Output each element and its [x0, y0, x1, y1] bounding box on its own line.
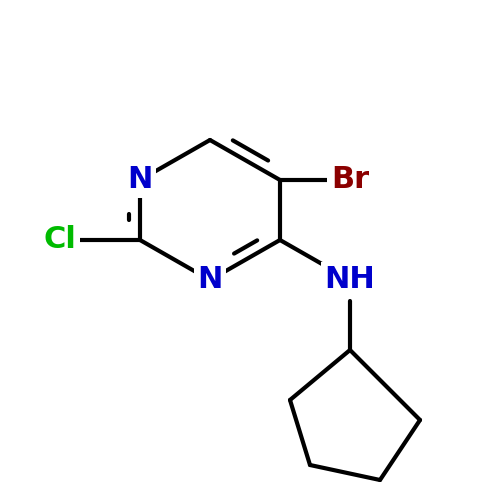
Text: NH: NH: [324, 266, 376, 294]
Text: N: N: [198, 266, 222, 294]
Text: Cl: Cl: [44, 226, 76, 254]
Text: N: N: [128, 166, 152, 194]
Text: Br: Br: [331, 166, 369, 194]
